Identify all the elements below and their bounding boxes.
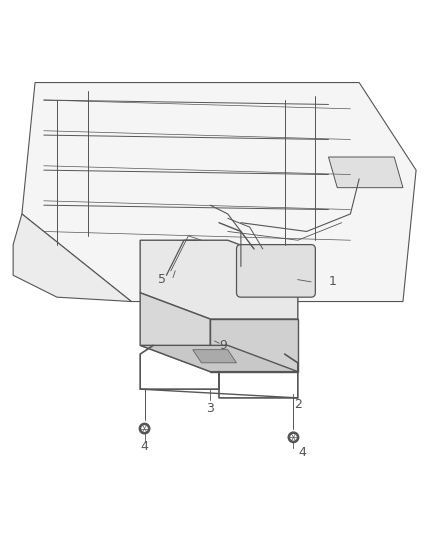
Text: 2: 2 xyxy=(294,398,302,411)
Polygon shape xyxy=(13,214,131,302)
Circle shape xyxy=(142,426,147,431)
FancyBboxPatch shape xyxy=(237,245,315,297)
Circle shape xyxy=(291,435,296,440)
Polygon shape xyxy=(328,157,403,188)
Text: 4: 4 xyxy=(298,446,306,459)
Polygon shape xyxy=(193,350,237,363)
Polygon shape xyxy=(140,293,210,372)
Text: 9: 9 xyxy=(219,339,227,352)
Text: 4: 4 xyxy=(141,440,148,453)
Circle shape xyxy=(288,432,299,442)
Text: 3: 3 xyxy=(206,402,214,415)
Circle shape xyxy=(139,423,150,434)
Polygon shape xyxy=(140,345,298,372)
Polygon shape xyxy=(22,83,416,302)
Polygon shape xyxy=(140,240,298,319)
Polygon shape xyxy=(210,319,298,372)
Text: 5: 5 xyxy=(158,273,166,286)
Text: 1: 1 xyxy=(329,276,337,288)
